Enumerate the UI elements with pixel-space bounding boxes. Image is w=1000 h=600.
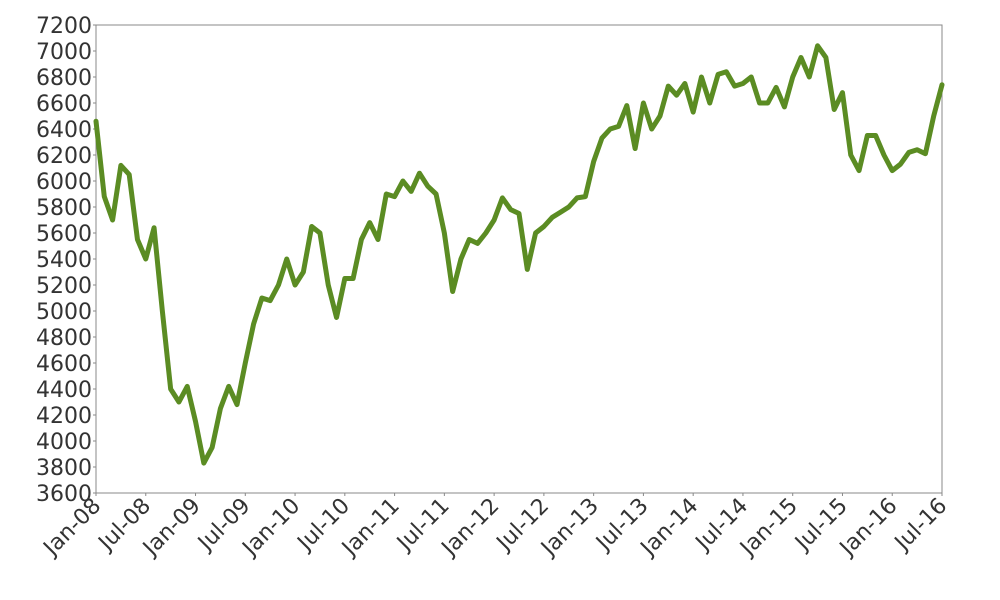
data-line: [93, 43, 945, 466]
y-tick-label: 7000: [36, 40, 92, 65]
y-tick-label: 5200: [36, 274, 92, 299]
y-tick-label: 6600: [36, 92, 92, 117]
y-tick-label: 3800: [36, 456, 92, 481]
y-tick-label: 5600: [36, 222, 92, 247]
y-tick-label: 4600: [36, 352, 92, 377]
x-tick-label: Jul-16: [889, 494, 952, 557]
y-tick-label: 3600: [36, 482, 92, 507]
plot-frame: [95, 24, 943, 494]
y-tick-label: 6800: [36, 66, 92, 91]
y-tick-label: 7200: [36, 14, 92, 39]
y-tick-label: 5000: [36, 300, 92, 325]
y-tick-label: 4000: [36, 430, 92, 455]
y-tick-label: 6400: [36, 118, 92, 143]
y-tick-label: 6000: [36, 170, 92, 195]
y-tick-label: 6200: [36, 144, 92, 169]
y-tick-label: 4200: [36, 404, 92, 429]
y-tick-label: 4800: [36, 326, 92, 351]
y-tick-label: 5800: [36, 196, 92, 221]
y-tick-label: 4400: [36, 378, 92, 403]
y-tick-label: 5400: [36, 248, 92, 273]
